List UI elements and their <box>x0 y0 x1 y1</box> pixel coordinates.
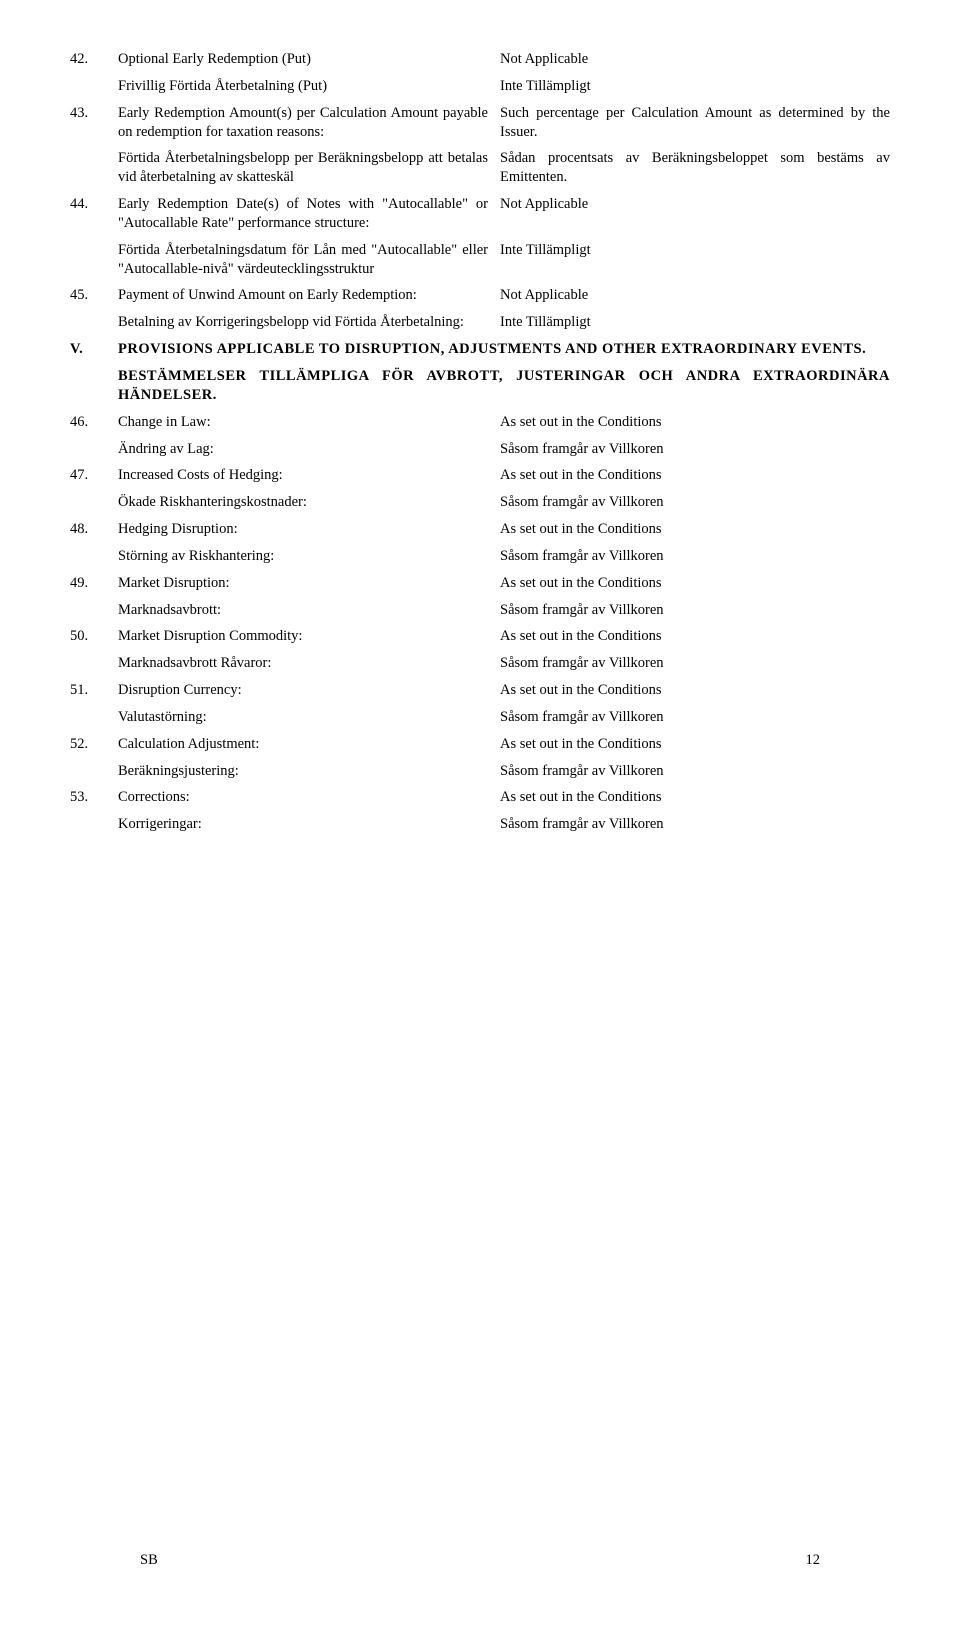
item-left: Market Disruption: <box>118 574 500 593</box>
section-v-en: V. PROVISIONS APPLICABLE TO DISRUPTION, … <box>70 340 890 359</box>
item-right-sv: Sådan procentsats av Beräkningsbeloppet … <box>500 149 890 187</box>
item-right-sv: Såsom framgår av Villkoren <box>500 654 890 673</box>
item-left-sv: Betalning av Korrigeringsbelopp vid Fört… <box>118 313 500 332</box>
item-right: Not Applicable <box>500 50 890 69</box>
condition-row-en: 53.Corrections:As set out in the Conditi… <box>70 788 890 807</box>
condition-row-sv: Marknadsavbrott:Såsom framgår av Villkor… <box>70 601 890 620</box>
item-right-sv: Såsom framgår av Villkoren <box>500 815 890 834</box>
item-number: 52. <box>70 735 118 754</box>
item-left: Early Redemption Amount(s) per Calculati… <box>118 104 500 142</box>
condition-row-en: 47.Increased Costs of Hedging:As set out… <box>70 466 890 485</box>
footer-page-number: 12 <box>806 1551 821 1570</box>
condition-row-en: 52.Calculation Adjustment:As set out in … <box>70 735 890 754</box>
item-left-sv: Ändring av Lag: <box>118 440 500 459</box>
condition-row-sv: Störning av Riskhantering:Såsom framgår … <box>70 547 890 566</box>
item-left: Corrections: <box>118 788 500 807</box>
item-right-sv: Såsom framgår av Villkoren <box>500 493 890 512</box>
condition-row-sv: Ändring av Lag:Såsom framgår av Villkore… <box>70 440 890 459</box>
item-number: 48. <box>70 520 118 539</box>
item-left-sv: Frivillig Förtida Återbetalning (Put) <box>118 77 500 96</box>
item-42-sv: Frivillig Förtida Återbetalning (Put) In… <box>70 77 890 96</box>
item-right: As set out in the Conditions <box>500 413 890 432</box>
item-right-sv: Såsom framgår av Villkoren <box>500 601 890 620</box>
item-right-sv: Såsom framgår av Villkoren <box>500 762 890 781</box>
condition-row-sv: Korrigeringar:Såsom framgår av Villkoren <box>70 815 890 834</box>
item-right-sv: Såsom framgår av Villkoren <box>500 708 890 727</box>
item-right-sv: Såsom framgår av Villkoren <box>500 547 890 566</box>
item-left-sv: Förtida Återbetalningsbelopp per Beräkni… <box>118 149 500 187</box>
item-number: 44. <box>70 195 118 233</box>
item-45-sv: Betalning av Korrigeringsbelopp vid Fört… <box>70 313 890 332</box>
item-number: 50. <box>70 627 118 646</box>
section-title-sv: BESTÄMMELSER TILLÄMPLIGA FÖR AVBROTT, JU… <box>118 367 890 405</box>
condition-row-en: 46.Change in Law:As set out in the Condi… <box>70 413 890 432</box>
item-right: As set out in the Conditions <box>500 735 890 754</box>
item-number: 42. <box>70 50 118 69</box>
item-right: Not Applicable <box>500 286 890 305</box>
item-left-sv: Korrigeringar: <box>118 815 500 834</box>
item-left: Optional Early Redemption (Put) <box>118 50 500 69</box>
item-left: Increased Costs of Hedging: <box>118 466 500 485</box>
condition-row-en: 51.Disruption Currency:As set out in the… <box>70 681 890 700</box>
item-number: 45. <box>70 286 118 305</box>
item-left: Disruption Currency: <box>118 681 500 700</box>
item-left-sv: Marknadsavbrott: <box>118 601 500 620</box>
item-right: As set out in the Conditions <box>500 681 890 700</box>
item-left-sv: Ökade Riskhanteringskostnader: <box>118 493 500 512</box>
item-number: 43. <box>70 104 118 142</box>
item-43-sv: Förtida Återbetalningsbelopp per Beräkni… <box>70 149 890 187</box>
section-number: V. <box>70 340 118 359</box>
item-left: Hedging Disruption: <box>118 520 500 539</box>
footer-left: SB <box>140 1551 158 1570</box>
item-right-sv: Inte Tillämpligt <box>500 241 890 279</box>
item-left-sv: Förtida Återbetalningsdatum för Lån med … <box>118 241 500 279</box>
item-right: Such percentage per Calculation Amount a… <box>500 104 890 142</box>
item-right-sv: Inte Tillämpligt <box>500 313 890 332</box>
item-44-sv: Förtida Återbetalningsdatum för Lån med … <box>70 241 890 279</box>
condition-row-sv: Valutastörning:Såsom framgår av Villkore… <box>70 708 890 727</box>
item-right: As set out in the Conditions <box>500 520 890 539</box>
item-right: As set out in the Conditions <box>500 627 890 646</box>
condition-row-en: 50.Market Disruption Commodity:As set ou… <box>70 627 890 646</box>
condition-row-en: 48.Hedging Disruption:As set out in the … <box>70 520 890 539</box>
section-title: PROVISIONS APPLICABLE TO DISRUPTION, ADJ… <box>118 340 890 359</box>
item-number: 49. <box>70 574 118 593</box>
item-45-en: 45. Payment of Unwind Amount on Early Re… <box>70 286 890 305</box>
item-left-sv: Marknadsavbrott Råvaror: <box>118 654 500 673</box>
item-left: Early Redemption Date(s) of Notes with "… <box>118 195 500 233</box>
item-right: As set out in the Conditions <box>500 574 890 593</box>
page-footer: SB 12 <box>140 1551 820 1570</box>
item-right: As set out in the Conditions <box>500 788 890 807</box>
item-number: 51. <box>70 681 118 700</box>
item-44-en: 44. Early Redemption Date(s) of Notes wi… <box>70 195 890 233</box>
item-left-sv: Valutastörning: <box>118 708 500 727</box>
item-left-sv: Beräkningsjustering: <box>118 762 500 781</box>
condition-row-sv: Marknadsavbrott Råvaror:Såsom framgår av… <box>70 654 890 673</box>
item-right: As set out in the Conditions <box>500 466 890 485</box>
item-left: Change in Law: <box>118 413 500 432</box>
item-42-en: 42. Optional Early Redemption (Put) Not … <box>70 50 890 69</box>
item-number: 53. <box>70 788 118 807</box>
item-left: Payment of Unwind Amount on Early Redemp… <box>118 286 500 305</box>
item-number: 47. <box>70 466 118 485</box>
item-right-sv: Såsom framgår av Villkoren <box>500 440 890 459</box>
condition-row-sv: Beräkningsjustering:Såsom framgår av Vil… <box>70 762 890 781</box>
condition-row-sv: Ökade Riskhanteringskostnader:Såsom fram… <box>70 493 890 512</box>
item-right-sv: Inte Tillämpligt <box>500 77 890 96</box>
item-left: Calculation Adjustment: <box>118 735 500 754</box>
item-43-en: 43. Early Redemption Amount(s) per Calcu… <box>70 104 890 142</box>
item-number: 46. <box>70 413 118 432</box>
item-right: Not Applicable <box>500 195 890 233</box>
item-left: Market Disruption Commodity: <box>118 627 500 646</box>
section-v-sv: BESTÄMMELSER TILLÄMPLIGA FÖR AVBROTT, JU… <box>70 367 890 405</box>
condition-row-en: 49.Market Disruption:As set out in the C… <box>70 574 890 593</box>
item-left-sv: Störning av Riskhantering: <box>118 547 500 566</box>
